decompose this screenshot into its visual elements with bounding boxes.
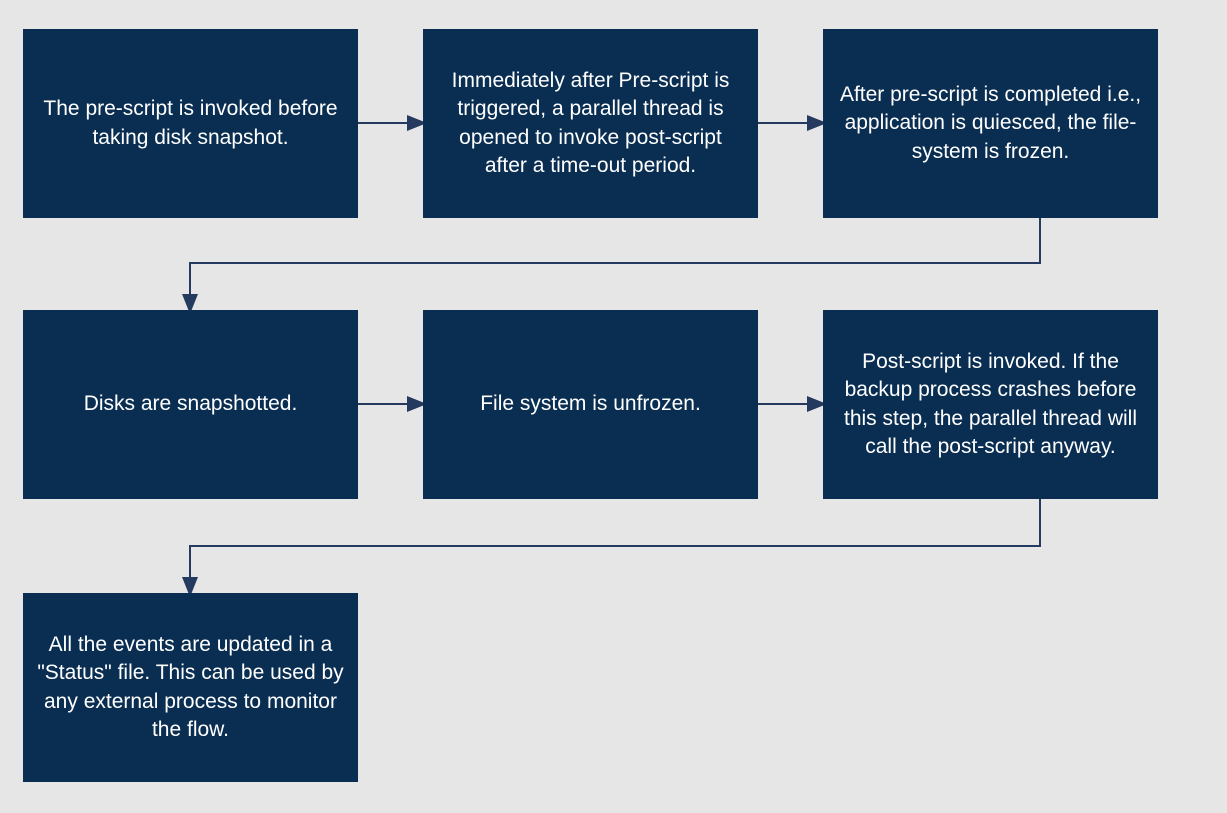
flowchart-node-n4: Disks are snapshotted. [23, 310, 358, 499]
flowchart-edge-n3-n4 [190, 218, 1040, 310]
flowchart-node-text: After pre-script is completed i.e., appl… [837, 81, 1144, 166]
flowchart-node-text: Post-script is invoked. If the backup pr… [837, 348, 1144, 461]
flowchart-node-text: Disks are snapshotted. [84, 390, 298, 418]
flowchart-node-n7: All the events are updated in a "Status"… [23, 593, 358, 782]
flowchart-node-text: File system is unfrozen. [480, 390, 701, 418]
flowchart-node-text: All the events are updated in a "Status"… [37, 631, 344, 744]
flowchart-edge-n6-n7 [190, 499, 1040, 593]
flowchart-node-n1: The pre-script is invoked before taking … [23, 29, 358, 218]
flowchart-node-n5: File system is unfrozen. [423, 310, 758, 499]
flowchart-node-text: The pre-script is invoked before taking … [37, 95, 344, 152]
flowchart-node-text: Immediately after Pre-script is triggere… [437, 67, 744, 180]
flowchart-node-n3: After pre-script is completed i.e., appl… [823, 29, 1158, 218]
flowchart-node-n2: Immediately after Pre-script is triggere… [423, 29, 758, 218]
flowchart-node-n6: Post-script is invoked. If the backup pr… [823, 310, 1158, 499]
